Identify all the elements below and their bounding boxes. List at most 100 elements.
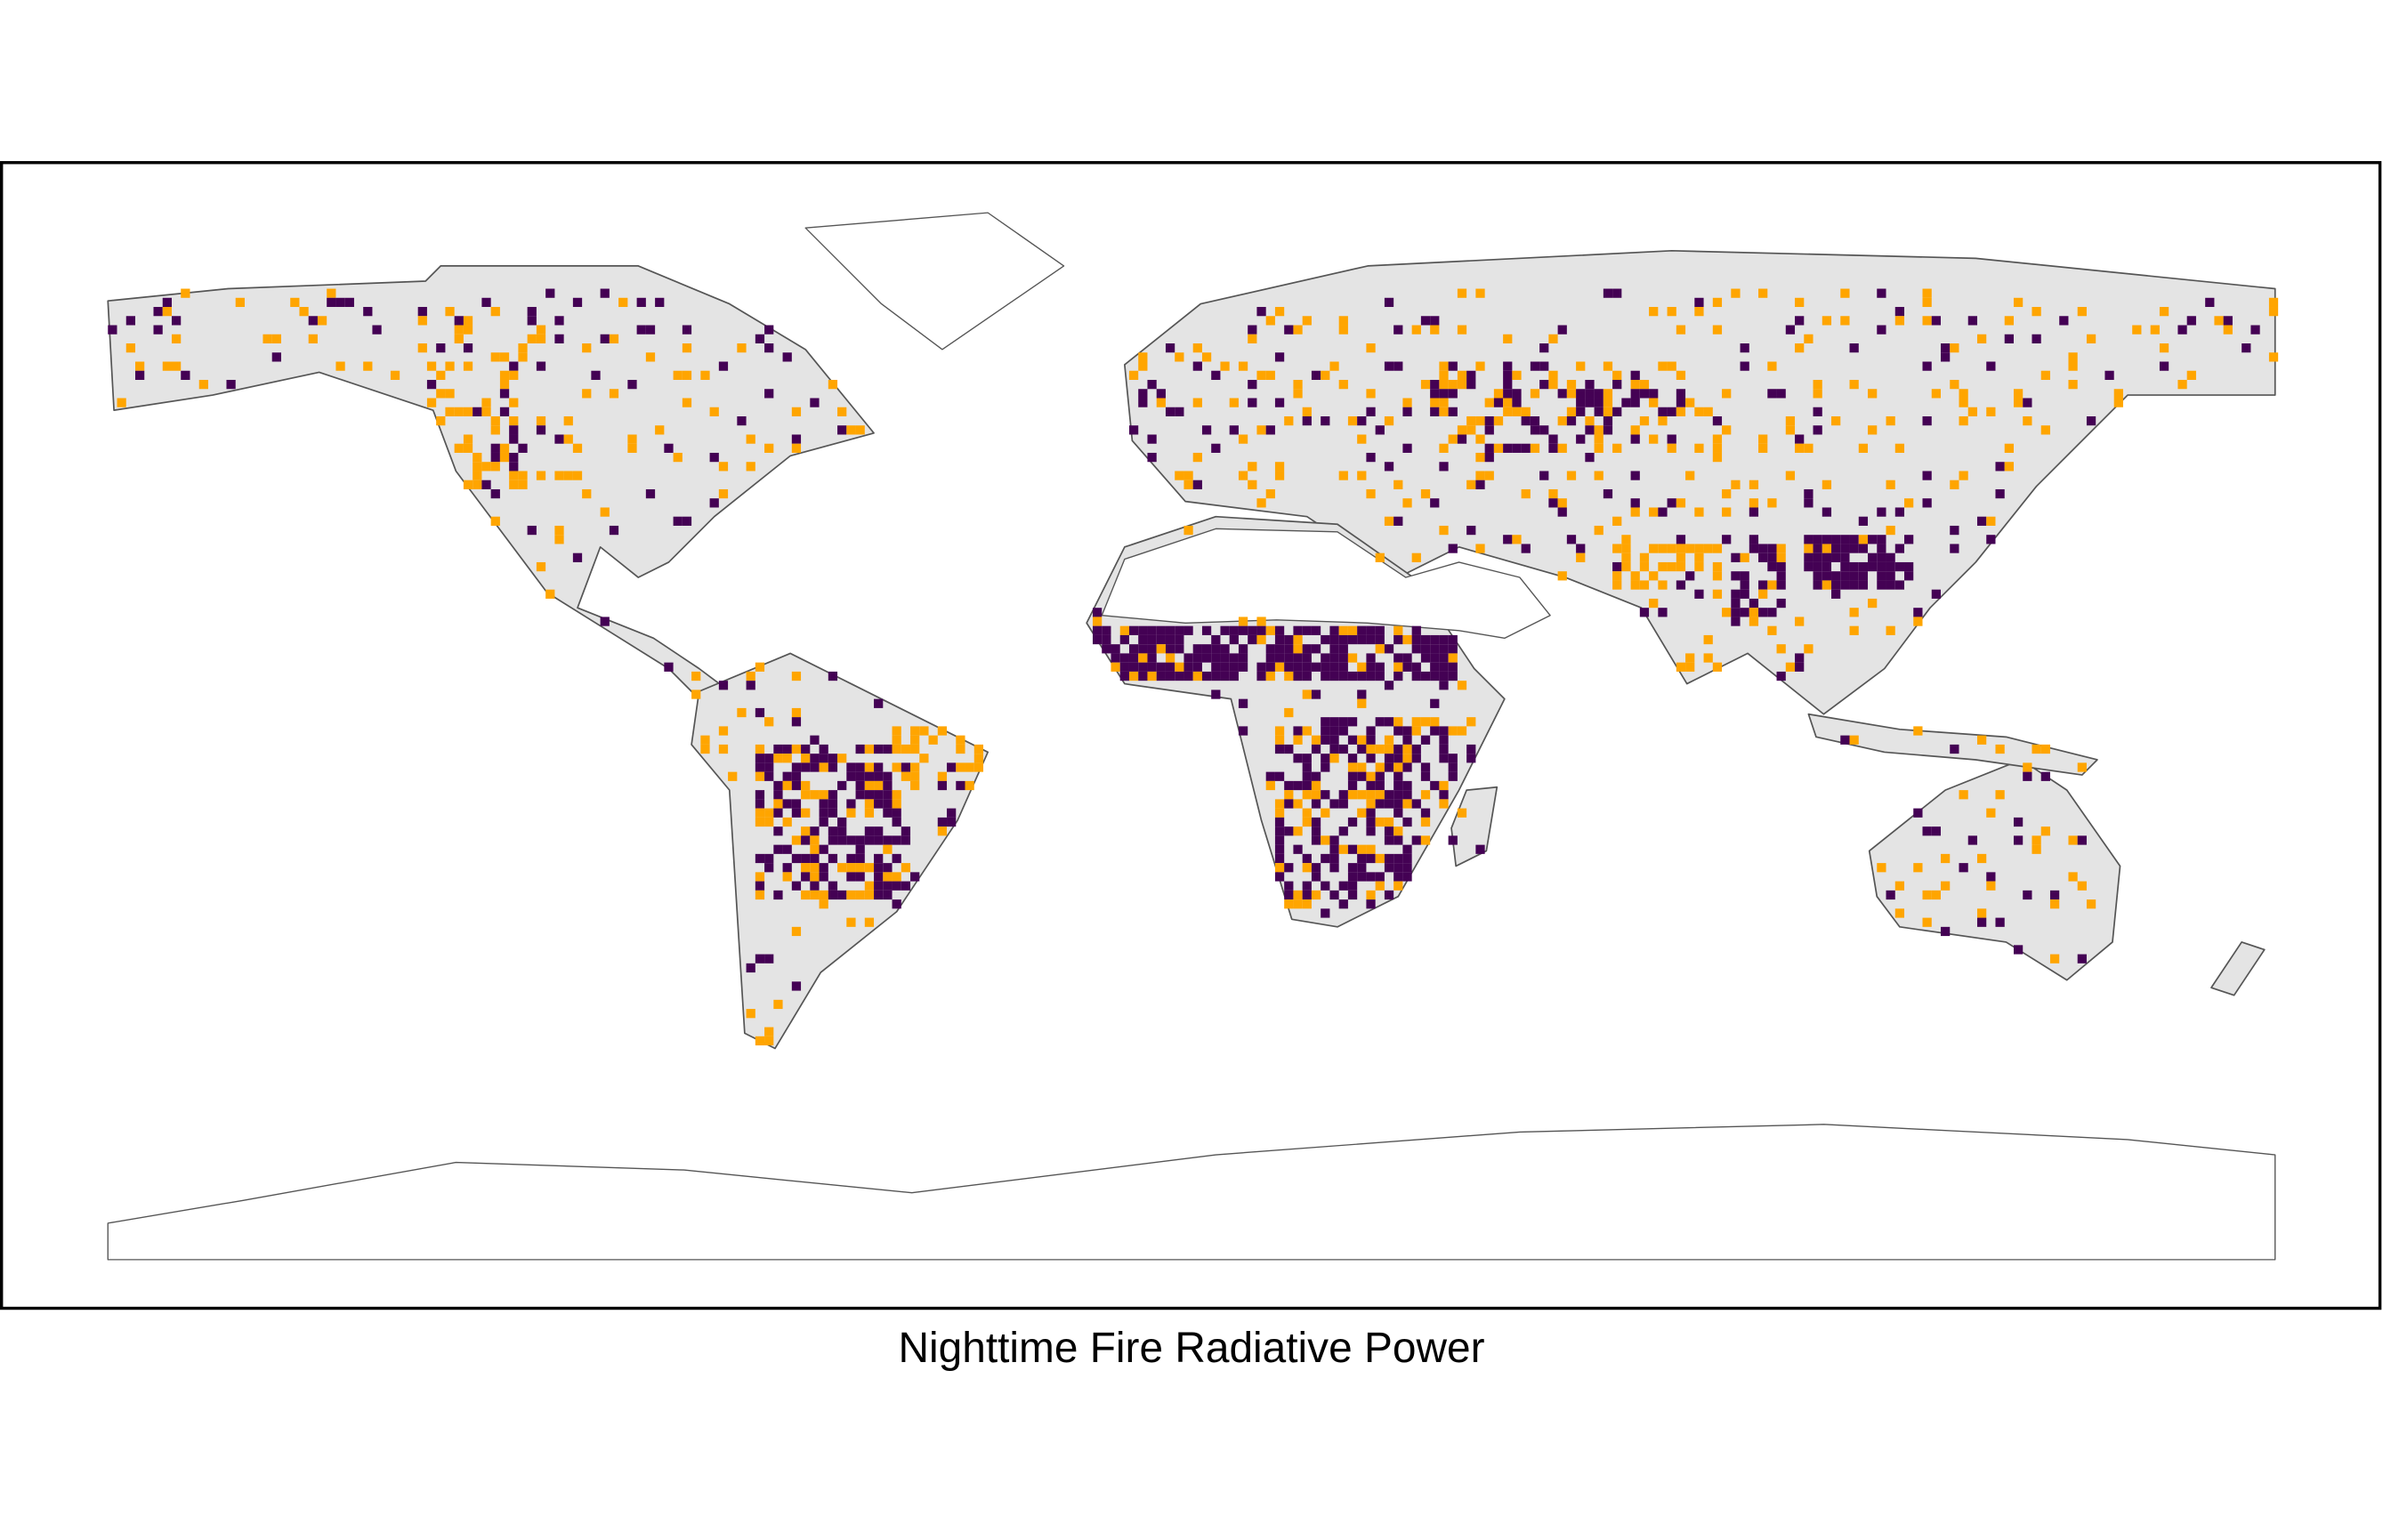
fire-cell xyxy=(509,415,519,426)
fire-cell xyxy=(1366,754,1376,763)
fire-cell xyxy=(463,361,473,371)
fire-cell xyxy=(536,471,546,480)
fire-cell xyxy=(554,316,564,326)
fire-cell xyxy=(801,853,811,864)
fire-cell xyxy=(773,826,783,836)
fire-cell xyxy=(2068,352,2078,362)
fire-cell xyxy=(1119,671,1129,681)
fire-cell xyxy=(1238,644,1248,654)
fire-cell xyxy=(782,844,792,854)
fire-cell xyxy=(773,744,783,754)
fire-cell xyxy=(1366,826,1376,836)
fire-cell xyxy=(1311,370,1321,380)
fire-cell xyxy=(1512,443,1522,453)
fire-cell xyxy=(1329,361,1339,371)
fire-cell xyxy=(473,480,482,489)
fire-cell xyxy=(509,398,519,407)
fire-cell xyxy=(764,863,774,873)
fire-cell xyxy=(855,771,865,781)
fire-cell xyxy=(536,361,546,371)
fire-cell xyxy=(855,790,865,800)
fire-cell xyxy=(1393,771,1403,781)
fire-cell xyxy=(1858,561,1869,572)
fire-cell xyxy=(892,762,901,772)
fire-cell xyxy=(1357,744,1367,754)
fire-cell xyxy=(801,872,811,882)
fire-cell xyxy=(645,325,656,335)
fire-cell xyxy=(1274,853,1285,864)
fire-cell xyxy=(499,379,510,390)
fire-cell xyxy=(1731,552,1741,562)
fire-cell xyxy=(1749,507,1759,517)
fire-cell xyxy=(1430,379,1440,390)
fire-cell xyxy=(1357,863,1367,873)
fire-cell xyxy=(782,352,792,362)
fire-cell xyxy=(828,754,838,763)
fire-cell xyxy=(1649,389,1659,399)
fire-cell xyxy=(1402,398,1412,407)
fire-cell xyxy=(1128,625,1139,635)
fire-cell xyxy=(709,452,719,463)
fire-cell xyxy=(1612,516,1622,526)
fire-cell xyxy=(855,835,865,845)
fire-cell xyxy=(1822,580,1832,590)
fire-cell xyxy=(1338,844,1348,854)
fire-cell xyxy=(226,379,236,390)
fire-cell xyxy=(937,726,948,736)
fire-cell xyxy=(1357,634,1367,645)
fire-cell xyxy=(1420,808,1431,818)
fire-cell xyxy=(791,671,802,681)
fire-cell xyxy=(454,407,464,416)
fire-cell xyxy=(755,808,765,818)
fire-cell xyxy=(1274,872,1285,882)
fire-cell xyxy=(1758,544,1768,553)
fire-cell xyxy=(335,361,345,371)
fire-cell xyxy=(1868,552,1878,562)
fire-cell xyxy=(1712,662,1723,672)
fire-cell xyxy=(1192,662,1202,672)
fire-cell xyxy=(1959,471,1968,480)
fire-cell xyxy=(1411,325,1421,335)
fire-cell xyxy=(1211,689,1221,699)
fire-cell xyxy=(1767,361,1777,371)
fire-cell xyxy=(1329,744,1339,754)
fire-cell xyxy=(1439,462,1449,472)
fire-cell xyxy=(1384,853,1394,864)
fire-cell xyxy=(1475,480,1485,489)
fire-cell xyxy=(837,780,847,791)
fire-cell xyxy=(1694,561,1704,572)
fire-cell xyxy=(181,288,190,298)
fire-cell xyxy=(1740,343,1749,353)
fire-cell xyxy=(1420,644,1431,654)
fire-cell xyxy=(973,744,984,754)
fire-cell xyxy=(600,617,610,626)
fire-cell xyxy=(1274,817,1285,827)
fire-cell xyxy=(2013,835,2024,845)
fire-cell xyxy=(1393,480,1403,489)
fire-cell xyxy=(1366,744,1376,754)
fire-cell xyxy=(1119,625,1129,635)
fire-cell xyxy=(463,434,473,444)
fire-cell xyxy=(910,771,920,781)
fire-cell xyxy=(171,361,182,371)
fire-cell xyxy=(819,799,828,809)
fire-cell xyxy=(1630,507,1640,517)
fire-cell xyxy=(1712,325,1723,335)
fire-cell xyxy=(718,361,729,371)
fire-cell xyxy=(1175,662,1184,672)
fire-cell xyxy=(691,689,701,699)
fire-cell xyxy=(1393,516,1403,526)
fire-cell xyxy=(1175,634,1184,645)
fire-cell xyxy=(1366,844,1376,854)
fire-cell xyxy=(1594,389,1603,399)
fire-cell xyxy=(1676,370,1686,380)
fire-cell xyxy=(1375,771,1385,781)
fire-cell xyxy=(1366,625,1376,635)
fire-cell xyxy=(1201,352,1212,362)
fire-cell xyxy=(2150,325,2160,335)
fire-cell xyxy=(1831,580,1841,590)
fire-cell xyxy=(1366,799,1376,809)
fire-cell xyxy=(1731,288,1741,298)
fire-cell xyxy=(1347,817,1358,827)
fire-cell xyxy=(1521,488,1531,499)
